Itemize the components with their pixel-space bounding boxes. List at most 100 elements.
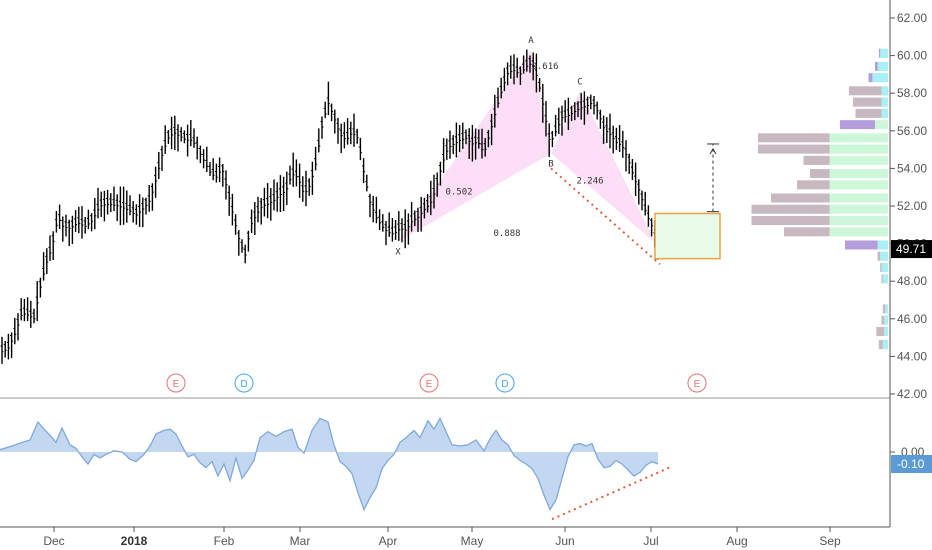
- price-axis-label: 62.00: [897, 11, 927, 25]
- volume-profile-down: [877, 251, 881, 261]
- event-marker-e[interactable]: E: [166, 373, 186, 393]
- time-axis-label: Feb: [214, 534, 235, 548]
- price-axis-label: 54.00: [897, 161, 927, 175]
- target-zone-box[interactable]: [654, 212, 721, 260]
- price-axis-label: 52.00: [897, 199, 927, 213]
- volume-profile-up: [829, 180, 888, 190]
- harmonic-pattern-xab: [398, 49, 551, 242]
- pattern-point-labels: X A B C: [395, 36, 582, 258]
- time-axis-label: May: [461, 534, 484, 548]
- price-bars: [0, 49, 660, 364]
- time-axis-label: 2018: [121, 534, 148, 548]
- volume-profile-down: [771, 193, 830, 203]
- volume-profile-down: [784, 227, 830, 237]
- volume-profile-up: [829, 227, 888, 237]
- osc-value-badge: [891, 455, 932, 473]
- event-marker-label: E: [426, 379, 433, 390]
- price-axis-label: 44.00: [897, 349, 927, 363]
- oscillator-axis[interactable]: 0.00-0.10: [890, 445, 932, 473]
- volume-profile-up: [882, 274, 888, 284]
- volume-profile-down: [839, 120, 875, 130]
- pattern-point-b: B: [548, 159, 553, 169]
- volume-profile-down: [751, 216, 830, 226]
- pattern-ratio-label: 0.502: [445, 188, 472, 198]
- volume-profile-up: [877, 240, 888, 250]
- volume-profile: [751, 48, 888, 350]
- volume-profile-down: [880, 263, 882, 273]
- volume-profile-down: [855, 108, 882, 118]
- volume-profile-up: [881, 263, 888, 273]
- price-axis-label: 60.00: [897, 49, 927, 63]
- volume-profile-down: [878, 48, 881, 58]
- pattern-point-c: C: [577, 77, 582, 87]
- price-pane[interactable]: X A B C 0.616 0.502 2.246 0.888 E D E D E: [0, 36, 889, 393]
- target-measure-arrow[interactable]: [707, 143, 719, 213]
- time-axis-label: Jul: [643, 534, 658, 548]
- volume-profile-down: [797, 180, 830, 190]
- time-axis-label: Dec: [43, 534, 64, 548]
- time-axis-label: Jun: [555, 534, 574, 548]
- price-axis[interactable]: 62.0060.0058.0056.0054.0052.0050.0048.00…: [890, 11, 932, 401]
- oscillator-trend-line[interactable]: [551, 465, 673, 521]
- pattern-point-x: X: [395, 248, 401, 258]
- volume-profile-down: [803, 155, 830, 165]
- last-price-badge: [891, 240, 932, 259]
- oscillator-pane[interactable]: [0, 416, 673, 521]
- price-axis-label: 56.00: [897, 124, 927, 138]
- price-axis-label: 58.00: [897, 86, 927, 100]
- volume-profile-up: [829, 204, 888, 214]
- volume-profile-down: [875, 61, 878, 71]
- volume-profile-up: [829, 133, 888, 143]
- pattern-ratio-labels: 0.616 0.502 2.246 0.888: [445, 62, 603, 239]
- time-axis-label: Apr: [379, 534, 398, 548]
- volume-profile-up: [884, 315, 888, 325]
- pattern-ratio-label: 0.616: [531, 62, 558, 72]
- volume-profile-down: [852, 97, 882, 107]
- pattern-ratio-label: 0.888: [493, 229, 520, 239]
- volume-profile-down: [876, 326, 885, 336]
- volume-profile-up: [881, 86, 888, 96]
- price-axis-label: 46.00: [897, 312, 927, 326]
- event-marker-d[interactable]: D: [234, 373, 254, 393]
- volume-profile-up: [875, 120, 888, 130]
- volume-profile-up: [829, 193, 888, 203]
- event-marker-circle: [166, 373, 186, 393]
- oscillator-area: [0, 418, 658, 510]
- volume-profile-up: [880, 48, 888, 58]
- pattern-ratio-label: 2.246: [576, 176, 603, 186]
- volume-profile-down: [758, 133, 830, 143]
- volume-profile-down: [758, 144, 830, 154]
- volume-profile-up: [877, 61, 888, 71]
- event-marker-circle: [419, 373, 439, 393]
- event-marker-label: D: [501, 379, 508, 390]
- last-price-label: 49.71: [896, 242, 926, 256]
- volume-profile-up: [884, 326, 888, 336]
- event-marker-e[interactable]: E: [687, 373, 707, 393]
- time-axis-label: Mar: [290, 534, 311, 548]
- event-marker-e[interactable]: E: [419, 373, 439, 393]
- event-marker-d[interactable]: D: [495, 373, 515, 393]
- event-marker-circle: [687, 373, 707, 393]
- event-marker-label: E: [694, 379, 701, 390]
- event-marker-label: D: [240, 379, 247, 390]
- volume-profile-up: [880, 251, 888, 261]
- event-marker-circle: [234, 373, 254, 393]
- time-axis-label: Aug: [726, 534, 747, 548]
- volume-profile-down: [878, 340, 883, 350]
- price-axis-label: 42.00: [897, 387, 927, 401]
- volume-profile-down: [751, 204, 830, 214]
- volume-profile-down: [882, 304, 886, 314]
- osc-value-label: -0.10: [897, 457, 925, 471]
- volume-profile-down: [881, 315, 885, 325]
- time-axis[interactable]: Dec 2018 Feb Mar Apr May Jun Jul Aug Sep: [43, 527, 841, 548]
- volume-profile-up: [881, 108, 888, 118]
- volume-profile-up: [829, 216, 888, 226]
- volume-profile-down: [849, 86, 882, 96]
- volume-profile-up: [885, 304, 888, 314]
- volume-profile-up: [872, 73, 888, 83]
- target-arrow-head: [709, 147, 717, 155]
- volume-profile-down: [881, 274, 883, 284]
- price-trend-line[interactable]: [550, 167, 661, 266]
